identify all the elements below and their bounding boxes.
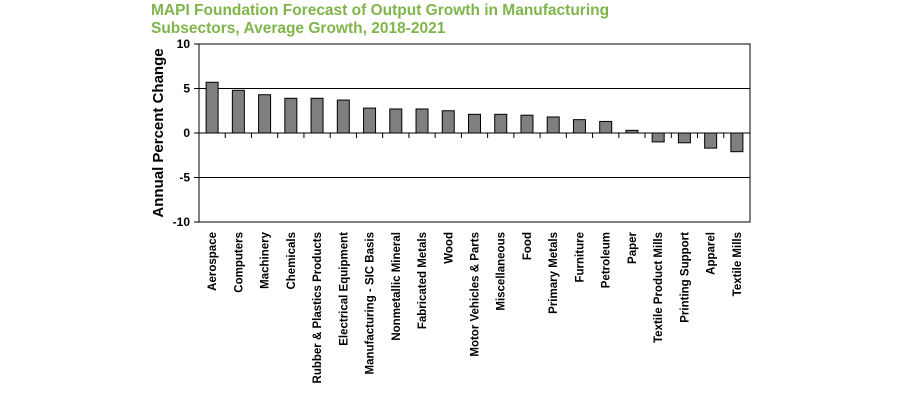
chart-title: MAPI Foundation Forecast of Output Growt…: [151, 2, 751, 38]
bar: [336, 99, 350, 134]
bar: [730, 132, 744, 153]
bar: [441, 110, 455, 134]
category-label: Primary Metals: [548, 232, 560, 314]
chart-title-line1: MAPI Foundation Forecast of Output Growt…: [151, 2, 610, 19]
y-tick-label: -5: [179, 171, 190, 185]
bar: [677, 132, 691, 144]
bar: [284, 97, 298, 134]
bar: [468, 113, 481, 134]
y-tick-label: 5: [183, 82, 190, 96]
bar: [415, 108, 429, 134]
category-label: Computers: [233, 232, 245, 293]
category-label: Motor Vehicles & Parts: [470, 232, 482, 357]
category-label: Food: [522, 232, 534, 260]
axes: [194, 43, 751, 223]
category-label: Paper: [627, 231, 639, 263]
y-tick-label: 10: [177, 37, 191, 51]
chart-title-line2: Subsectors, Average Growth, 2018-2021: [151, 20, 446, 37]
bar: [599, 120, 613, 134]
category-label: Printing Support: [679, 232, 691, 323]
category-label: Wood: [443, 232, 455, 264]
category-labels: Aerospace Computers Machinery Chemicals Rubb…: [207, 231, 744, 383]
category-label: Chemicals: [286, 232, 298, 290]
category-label: Fabricated Metals: [417, 232, 429, 329]
bar: [310, 97, 324, 134]
bar: [572, 119, 586, 134]
category-label: Textile Product Mills: [653, 232, 665, 343]
category-label: Furniture: [574, 232, 586, 282]
bar: [651, 132, 665, 143]
bar: [704, 132, 718, 149]
y-tick-label: -10: [173, 215, 191, 229]
y-axis-label: Annual Percent Change: [150, 48, 167, 217]
bar: [231, 89, 245, 134]
category-label: Petroleum: [601, 232, 613, 288]
bar: [625, 129, 639, 134]
bar: [363, 107, 377, 134]
category-label: Miscellaneous: [496, 232, 508, 311]
bar: [494, 113, 508, 134]
category-label: Rubber & Plastics Products: [312, 232, 324, 383]
y-tick-label: 0: [183, 126, 190, 140]
y-tick-labels: 10 5 0 -5 -10: [173, 37, 191, 229]
category-label: Manufacturing - SIC Basis: [365, 232, 377, 375]
category-label: Textile Mills: [732, 232, 744, 296]
bar: [258, 94, 272, 134]
category-label: Aerospace: [207, 232, 219, 291]
category-label: Machinery: [260, 231, 272, 288]
bar: [520, 114, 534, 134]
bar: [389, 108, 403, 134]
bar: [205, 81, 219, 134]
category-label: Nonmetallic Mineral: [391, 232, 403, 341]
category-label: Electrical Equipment: [338, 232, 350, 346]
bar: [546, 116, 560, 134]
bars: [205, 81, 744, 153]
category-label: Apparel: [706, 232, 718, 275]
